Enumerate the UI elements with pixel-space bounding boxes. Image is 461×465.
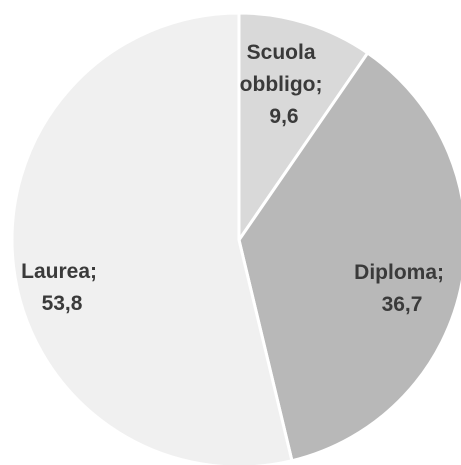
pie-slice-scuola-obbligo [237, 11, 370, 242]
label-scuola-obbligo: Scuola obbligo; 9,6 [240, 41, 329, 128]
label-diploma: Diploma; 36,7 [354, 261, 450, 316]
label-scuola-obbligo-line-2: obbligo; [240, 73, 323, 96]
label-scuola-obbligo-line-3: 9,6 [269, 105, 298, 128]
pie-slices [10, 11, 461, 465]
pie-slice-laurea [10, 11, 294, 465]
slice-labels: Scuola obbligo; 9,6 Diploma; 36,7 Laurea… [21, 41, 450, 316]
pie-slice-diploma [237, 51, 461, 463]
label-scuola-obbligo-line-1: Scuola [247, 41, 316, 64]
label-laurea-line-2: 53,8 [42, 292, 83, 315]
label-laurea: Laurea; 53,8 [21, 260, 103, 315]
label-laurea-line-1: Laurea; [21, 260, 97, 283]
label-diploma-line-1: Diploma; [354, 261, 444, 284]
label-diploma-line-2: 36,7 [382, 293, 423, 316]
